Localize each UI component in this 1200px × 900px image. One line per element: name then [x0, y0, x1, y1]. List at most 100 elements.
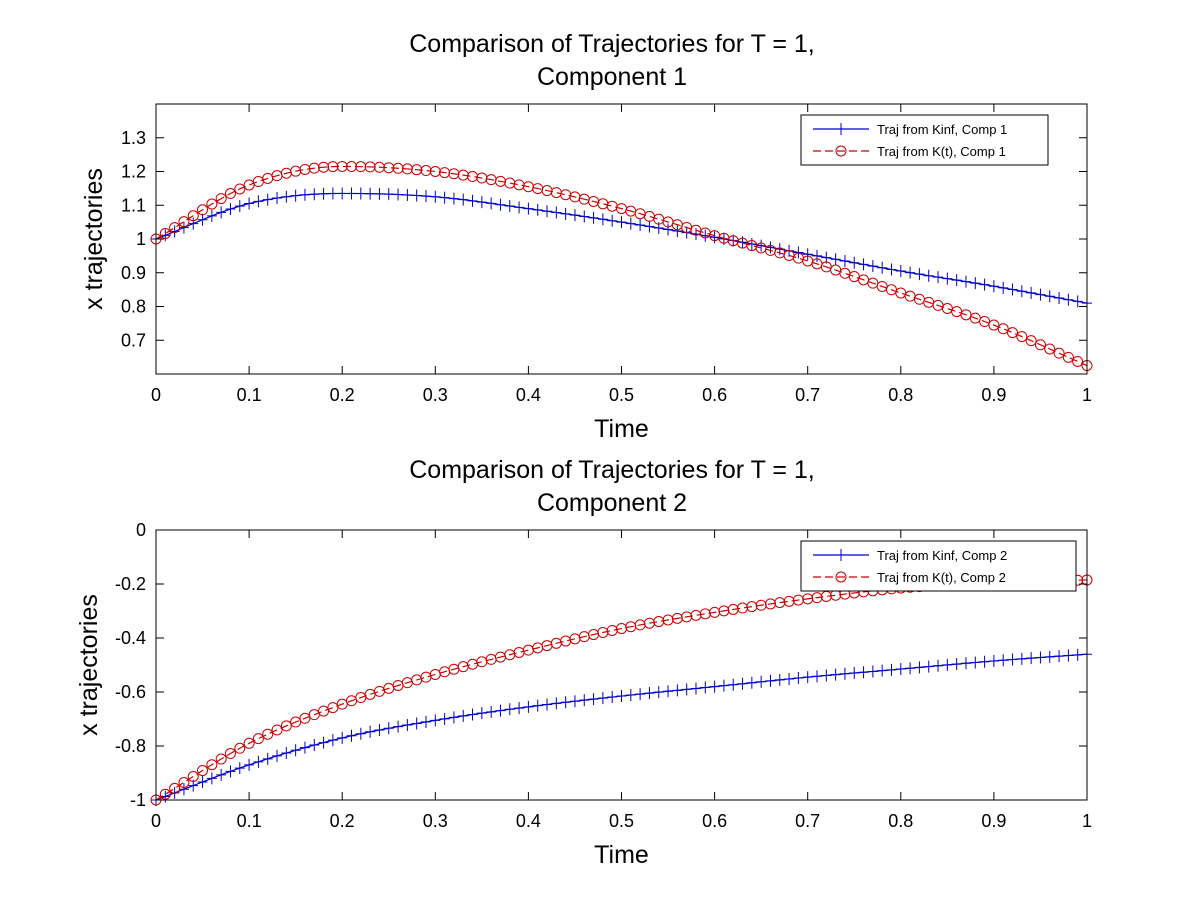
data-point: [923, 269, 934, 282]
series-line: [155, 165, 1088, 367]
legend-entry-label: Traj from Kinf, Comp 2: [877, 548, 1007, 563]
data-point: [700, 229, 711, 242]
data-point: [848, 271, 860, 283]
data-point: [188, 217, 199, 230]
data-point: [905, 266, 916, 279]
data-point: [941, 303, 953, 314]
data-point: [812, 249, 823, 262]
data-point: [569, 209, 580, 222]
data-point: [560, 189, 572, 201]
data-point: [1016, 331, 1028, 343]
data-point: [224, 188, 236, 200]
data-point: [765, 674, 776, 687]
data-point: [197, 765, 209, 777]
data-point: [420, 190, 431, 203]
x-tick-label: 0: [151, 811, 161, 831]
data-point: [522, 644, 534, 656]
data-point: [783, 595, 795, 607]
data-point: [951, 306, 963, 318]
data-point: [839, 255, 850, 268]
y-tick-label: 0.9: [121, 263, 146, 283]
data-point: [402, 188, 413, 201]
data-point: [793, 246, 804, 259]
data-point: [262, 728, 274, 740]
data-point: [364, 161, 376, 173]
data-point: [495, 198, 506, 211]
data-point: [998, 654, 1009, 667]
series-2: [150, 160, 1093, 372]
x-tick-label: 0.5: [609, 811, 634, 831]
data-point: [411, 189, 422, 202]
data-point: [309, 739, 320, 752]
data-point: [272, 192, 283, 205]
data-point: [169, 786, 180, 799]
legend-marker: [836, 123, 846, 135]
data-point: [327, 161, 339, 173]
data-point: [467, 194, 478, 207]
x-tick-label: 0: [151, 385, 161, 405]
data-point: [197, 775, 208, 788]
data-point: [234, 762, 245, 775]
data-point: [225, 765, 236, 778]
y-tick-label: 1: [136, 229, 146, 249]
data-point: [812, 670, 823, 683]
data-point: [774, 673, 785, 686]
data-point: [1007, 327, 1019, 339]
series-1: [151, 187, 1092, 310]
data-point: [1044, 343, 1056, 355]
data-point: [244, 197, 255, 210]
data-point: [411, 717, 422, 730]
x-tick-label: 0.7: [795, 811, 820, 831]
data-point: [597, 692, 608, 705]
x-axis-label: Time: [594, 841, 649, 869]
data-point: [895, 265, 906, 278]
data-point: [327, 734, 338, 747]
data-point: [206, 198, 218, 210]
data-point: [1035, 651, 1046, 664]
data-point: [225, 203, 236, 216]
data-point: [858, 666, 869, 679]
data-point: [514, 702, 525, 715]
data-point: [252, 733, 264, 745]
data-point: [365, 725, 376, 738]
subplot-2: Comparison of Trajectories for T = 1, Com…: [75, 456, 1093, 869]
data-point: [933, 659, 944, 672]
data-point: [216, 206, 227, 219]
legend: Traj from Kinf, Comp 2 Traj from K(t), Co…: [800, 540, 1077, 592]
data-point: [439, 191, 450, 204]
data-point: [476, 707, 487, 720]
data-point: [280, 720, 292, 732]
data-point: [718, 679, 729, 692]
data-point: [867, 260, 878, 273]
data-point: [327, 187, 338, 200]
data-point: [802, 593, 814, 605]
data-point: [215, 193, 227, 205]
data-point: [374, 187, 385, 200]
data-point: [1026, 652, 1037, 665]
legend-marker: [835, 145, 847, 157]
legend-entry-label: Traj from K(t), Comp 2: [877, 570, 1006, 585]
data-point: [159, 788, 171, 800]
y-tick-label: 1.3: [121, 128, 146, 148]
data-point: [849, 256, 860, 269]
data-point: [327, 702, 339, 714]
data-point: [1062, 351, 1074, 363]
data-point: [318, 736, 329, 749]
data-point: [606, 624, 618, 636]
y-tick-label: -0.8: [115, 736, 146, 756]
data-point: [821, 669, 832, 682]
data-point: [411, 164, 423, 176]
data-point: [290, 716, 302, 728]
data-point: [393, 188, 404, 201]
data-point: [551, 697, 562, 710]
data-point: [1072, 648, 1083, 661]
data-point: [206, 209, 217, 222]
data-point: [542, 205, 553, 218]
data-point: [197, 204, 209, 216]
data-point: [486, 705, 497, 718]
data-point: [318, 161, 330, 173]
data-point: [755, 599, 767, 611]
legend: Traj from Kinf, Comp 1 Traj from K(t), Co…: [800, 114, 1049, 166]
data-point: [858, 258, 869, 271]
